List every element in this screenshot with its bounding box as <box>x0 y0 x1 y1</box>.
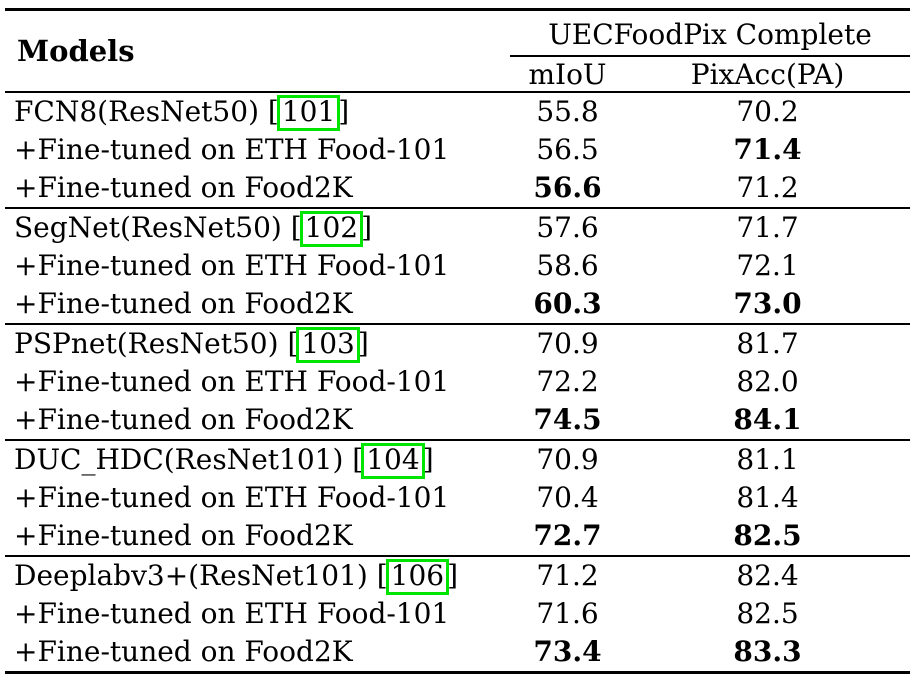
pixacc-value-cell: 70.2 <box>625 91 910 131</box>
table-row: +Fine-tuned on ETH Food-101 70.4 81.4 <box>5 479 910 517</box>
miou-value-cell: 73.4 <box>533 635 602 668</box>
header-row-metrics: mIoU PixAcc(PA) <box>5 56 910 93</box>
benchmark-results-table: Models UECFoodPix Complete mIoU PixAcc(P… <box>5 8 910 674</box>
pixacc-value-cell: 82.0 <box>736 365 799 398</box>
model-name-cell: +Fine-tuned on ETH Food-101 <box>14 481 450 514</box>
citation-link[interactable]: 102 <box>299 211 364 247</box>
model-name-cell: +Fine-tuned on Food2K <box>14 171 353 204</box>
pixacc-value-cell: 72.1 <box>736 249 799 282</box>
miou-value-cell: 55.8 <box>510 91 625 131</box>
model-name-cell: +Fine-tuned on ETH Food-101 <box>14 365 450 398</box>
table-row: +Fine-tuned on ETH Food-101 56.5 71.4 <box>5 131 910 169</box>
model-name-cell: PSPnet(ResNet50) [103] <box>5 323 510 363</box>
pixacc-value-cell: 84.1 <box>733 403 802 436</box>
miou-value-cell: 56.5 <box>536 133 599 166</box>
pixacc-value-cell: 82.5 <box>733 519 802 552</box>
miou-value-cell: 71.6 <box>536 597 599 630</box>
model-name-cell: DUC_HDC(ResNet101) [104] <box>5 439 510 479</box>
miou-value-cell: 70.9 <box>510 439 625 479</box>
model-name-cell: FCN8(ResNet50) [101] <box>5 91 510 131</box>
pixacc-value-cell: 82.5 <box>736 597 799 630</box>
model-name-cell: +Fine-tuned on ETH Food-101 <box>14 249 450 282</box>
miou-value-cell: 72.7 <box>533 519 602 552</box>
miou-value-cell: 74.5 <box>533 403 602 436</box>
models-column-header: Models <box>5 9 510 93</box>
model-name-cell: +Fine-tuned on Food2K <box>14 403 353 436</box>
model-name-cell: +Fine-tuned on Food2K <box>14 635 353 668</box>
table-body: FCN8(ResNet50) [101] 55.8 70.2 +Fine-tuned … <box>5 91 910 673</box>
table-row: DUC_HDC(ResNet101) [104] 70.9 81.1 <box>5 439 910 479</box>
pixacc-column-header: PixAcc(PA) <box>625 56 910 93</box>
model-name-cell: +Fine-tuned on ETH Food-101 <box>14 133 450 166</box>
table-row: +Fine-tuned on Food2K 72.7 82.5 <box>5 517 910 556</box>
pixacc-value-cell: 71.2 <box>736 171 799 204</box>
table-row: Deeplabv3+(ResNet101) [106] 71.2 82.4 <box>5 555 910 595</box>
miou-value-cell: 71.2 <box>510 555 625 595</box>
miou-value-cell: 70.4 <box>536 481 599 514</box>
citation-link[interactable]: 106 <box>385 559 450 595</box>
pixacc-value-cell: 82.4 <box>625 555 910 595</box>
pixacc-value-cell: 81.1 <box>625 439 910 479</box>
pixacc-value-cell: 73.0 <box>733 287 802 320</box>
table-header: Models UECFoodPix Complete mIoU PixAcc(P… <box>5 9 910 93</box>
table-row: PSPnet(ResNet50) [103] 70.9 81.7 <box>5 323 910 363</box>
model-name-cell: Deeplabv3+(ResNet101) [106] <box>5 555 510 595</box>
miou-value-cell: 60.3 <box>533 287 602 320</box>
table-row: +Fine-tuned on Food2K 74.5 84.1 <box>5 401 910 440</box>
dataset-group-header: UECFoodPix Complete <box>510 9 910 57</box>
model-name-cell: +Fine-tuned on Food2K <box>14 519 353 552</box>
model-name-cell: SegNet(ResNet50) [102] <box>5 207 510 247</box>
miou-column-header: mIoU <box>510 56 625 93</box>
miou-value-cell: 56.6 <box>533 171 602 204</box>
pixacc-value-cell: 81.4 <box>736 481 799 514</box>
table-row: SegNet(ResNet50) [102] 57.6 71.7 <box>5 207 910 247</box>
pixacc-value-cell: 71.4 <box>733 133 802 166</box>
table-row: +Fine-tuned on Food2K 73.4 83.3 <box>5 633 910 673</box>
table-row: +Fine-tuned on ETH Food-101 58.6 72.1 <box>5 247 910 285</box>
pixacc-value-cell: 81.7 <box>625 323 910 363</box>
miou-value-cell: 58.6 <box>536 249 599 282</box>
table-row: +Fine-tuned on Food2K 60.3 73.0 <box>5 285 910 324</box>
miou-value-cell: 70.9 <box>510 323 625 363</box>
pixacc-value-cell: 71.7 <box>625 207 910 247</box>
pixacc-value-cell: 83.3 <box>733 635 802 668</box>
table-row: +Fine-tuned on ETH Food-101 72.2 82.0 <box>5 363 910 401</box>
miou-value-cell: 72.2 <box>536 365 599 398</box>
header-row-top: Models UECFoodPix Complete <box>5 9 910 93</box>
table-row: +Fine-tuned on ETH Food-101 71.6 82.5 <box>5 595 910 633</box>
table-row: FCN8(ResNet50) [101] 55.8 70.2 <box>5 91 910 131</box>
model-name-cell: +Fine-tuned on Food2K <box>14 287 353 320</box>
citation-link[interactable]: 103 <box>296 327 360 363</box>
model-name-cell: +Fine-tuned on ETH Food-101 <box>14 597 450 630</box>
miou-value-cell: 57.6 <box>510 207 625 247</box>
table-row: +Fine-tuned on Food2K 56.6 71.2 <box>5 169 910 208</box>
citation-link[interactable]: 104 <box>361 443 425 479</box>
citation-link[interactable]: 101 <box>276 95 341 131</box>
